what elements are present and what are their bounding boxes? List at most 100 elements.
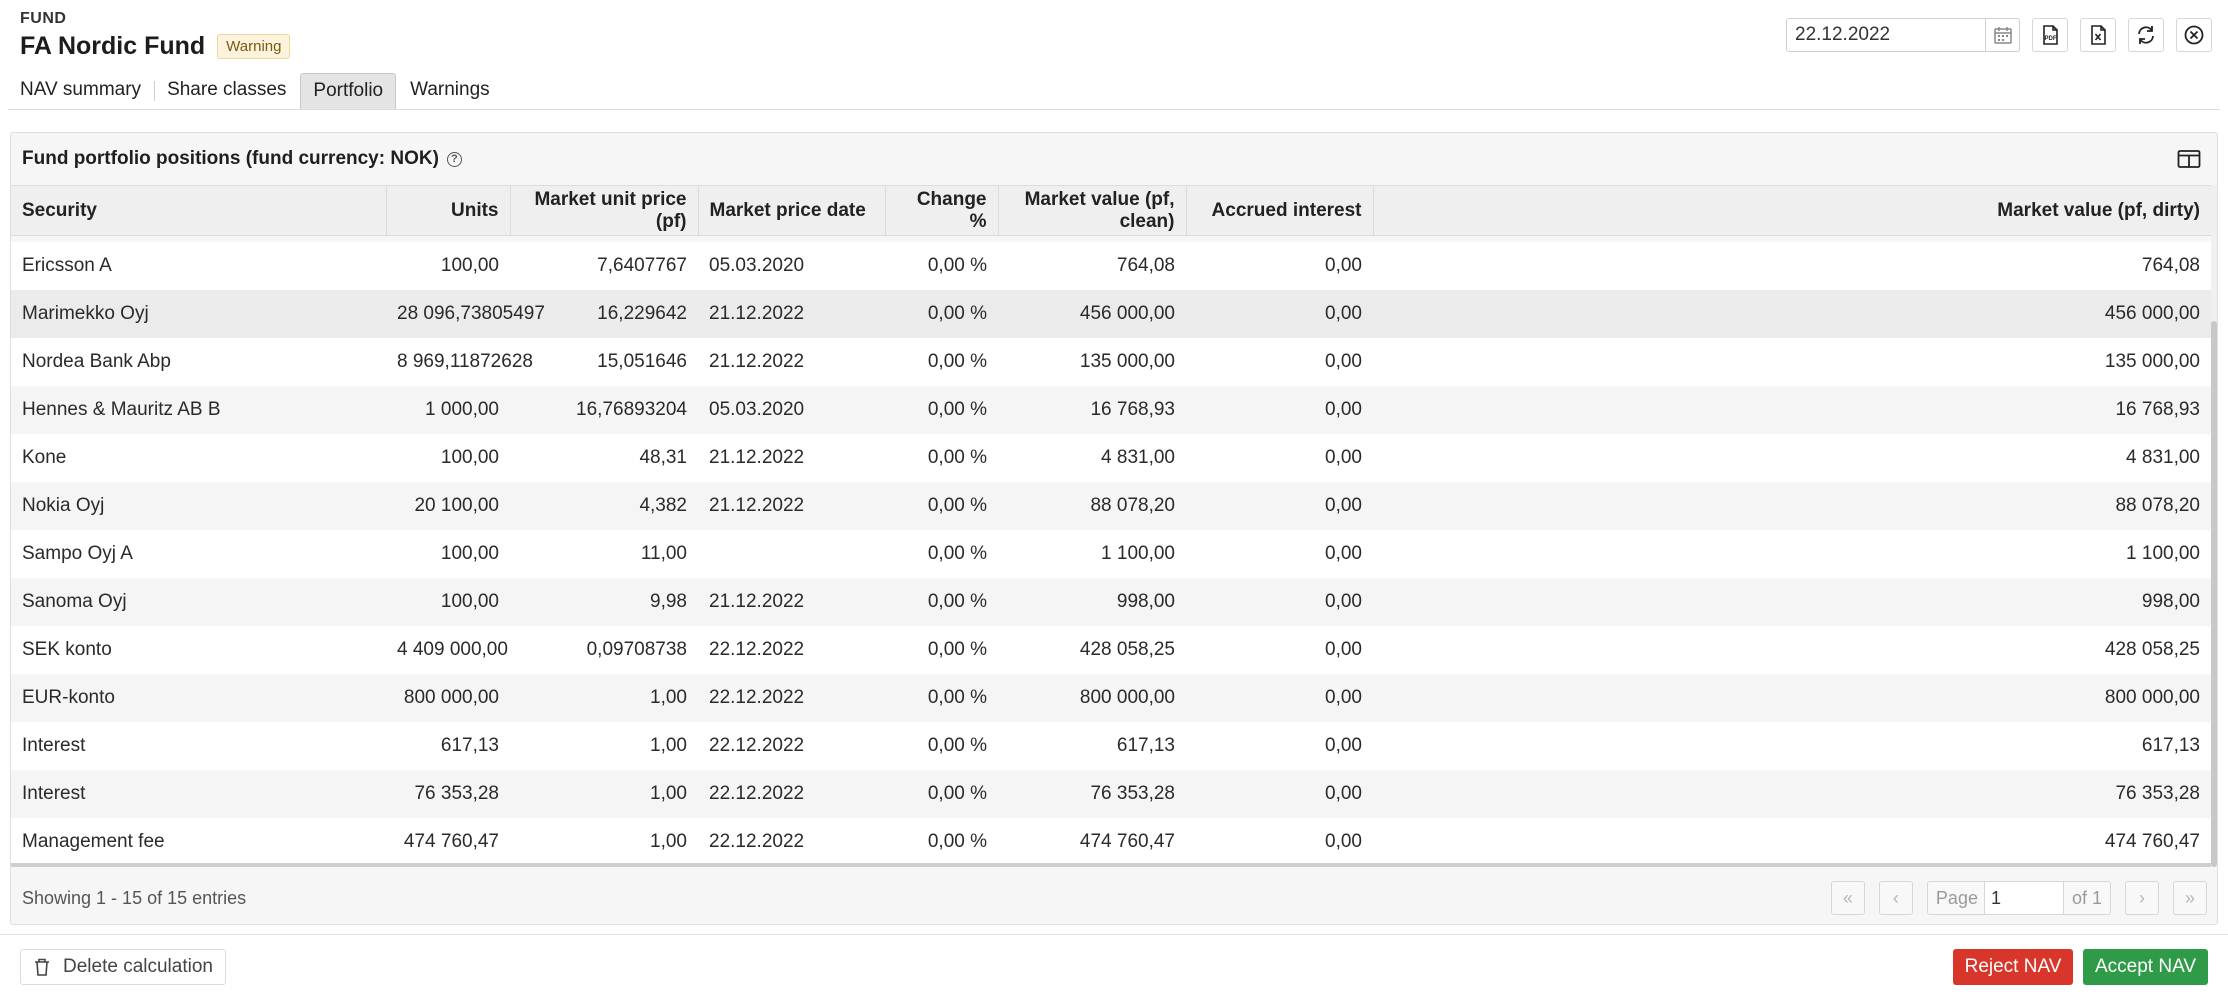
fund-header: FUND FA Nordic Fund Warning bbox=[20, 10, 291, 61]
cell-change-pct: 0,00 % bbox=[885, 577, 998, 626]
cell-market-value-dirty: 474 760,47 bbox=[1373, 817, 2211, 863]
cell-accrued-interest: 0,00 bbox=[1186, 433, 1373, 482]
cell-security: Nokia Oyj bbox=[11, 481, 386, 530]
tab-portfolio[interactable]: Portfolio bbox=[300, 73, 397, 109]
page-title: FA Nordic Fund bbox=[20, 32, 206, 60]
page-input[interactable]: 1 bbox=[1983, 882, 2064, 914]
table-footer: Showing 1 - 15 of 15 entries « ‹ Page 1 … bbox=[11, 871, 2217, 925]
cell-market-unit-price: 1,00 bbox=[510, 817, 698, 863]
table-row[interactable]: Sampo Oyj A 100,00 11,00 0,00 % 1 100,00 0,00… bbox=[11, 529, 2211, 578]
help-icon[interactable]: ? bbox=[446, 151, 462, 167]
cell-market-value-dirty: 76 353,28 bbox=[1373, 769, 2211, 818]
pdf-export-icon[interactable]: PDF bbox=[2032, 18, 2068, 52]
cell-market-price-date: 21.12.2022 bbox=[698, 481, 885, 530]
cell-market-value-dirty: 800 000,00 bbox=[1373, 673, 2211, 722]
table-row[interactable]: SEK konto 4 409 000,00 0,09708738 22.12.202… bbox=[11, 625, 2211, 674]
column-header-market-value-clean[interactable]: Market value (pf, clean) bbox=[998, 185, 1187, 236]
tab-share-classes[interactable]: Share classes bbox=[167, 79, 287, 100]
delete-calculation-button[interactable]: Delete calculation bbox=[20, 949, 226, 985]
cell-market-value-clean: 617,13 bbox=[998, 721, 1186, 770]
cell-market-unit-price: 16,76893204 bbox=[510, 385, 698, 434]
accept-nav-button[interactable]: Accept NAV bbox=[2083, 949, 2208, 985]
entries-count: Showing 1 - 15 of 15 entries bbox=[22, 887, 247, 908]
vertical-scrollbar[interactable] bbox=[2211, 185, 2217, 867]
cell-market-value-dirty: 16 768,93 bbox=[1373, 385, 2211, 434]
cell-market-value-clean: 800 000,00 bbox=[998, 673, 1186, 722]
panel-header: Fund portfolio positions (fund currency:… bbox=[11, 133, 2217, 185]
column-header-market-unit-price[interactable]: Market unit price (pf) bbox=[510, 185, 699, 236]
excel-export-icon[interactable] bbox=[2080, 18, 2116, 52]
last-page-icon[interactable]: » bbox=[2173, 881, 2207, 915]
next-page-icon[interactable]: › bbox=[2125, 881, 2159, 915]
positions-table-container: Security Units Market unit price (pf) Ma… bbox=[11, 185, 2211, 867]
cell-market-unit-price: 1,00 bbox=[510, 673, 698, 722]
cell-security: Interest bbox=[11, 721, 386, 770]
table-header-row: Security Units Market unit price (pf) Ma… bbox=[11, 185, 2211, 236]
cell-units: 617,13 bbox=[386, 721, 510, 770]
table-row[interactable]: Interest 76 353,28 1,00 22.12.2022 0,00 % 76 … bbox=[11, 769, 2211, 818]
refresh-icon[interactable] bbox=[2128, 18, 2164, 52]
cell-accrued-interest: 0,00 bbox=[1186, 481, 1373, 530]
calendar-icon[interactable] bbox=[1985, 19, 2019, 51]
table-row[interactable]: Nokia Oyj 20 100,00 4,382 21.12.2022 0,00 % 8… bbox=[11, 481, 2211, 530]
cell-change-pct: 0,00 % bbox=[885, 817, 998, 863]
cell-market-value-dirty: 456 000,00 bbox=[1373, 289, 2211, 338]
date-value[interactable]: 22.12.2022 bbox=[1795, 24, 1891, 45]
cell-security: SEK konto bbox=[11, 625, 386, 674]
close-icon[interactable] bbox=[2176, 18, 2212, 52]
cell-units: 100,00 bbox=[386, 433, 510, 482]
cell-security: Ericsson A bbox=[11, 241, 386, 290]
cell-market-unit-price: 1,00 bbox=[510, 721, 698, 770]
scrollbar-thumb[interactable] bbox=[2211, 321, 2217, 867]
cell-market-price-date: 21.12.2022 bbox=[698, 289, 885, 338]
cell-units: 4 409 000,00 bbox=[386, 625, 510, 674]
cell-market-value-clean: 764,08 bbox=[998, 241, 1186, 290]
date-field[interactable]: 22.12.2022 bbox=[1786, 18, 2020, 52]
cell-market-value-clean: 456 000,00 bbox=[998, 289, 1186, 338]
tab-warnings[interactable]: Warnings bbox=[410, 79, 490, 100]
cell-change-pct: 0,00 % bbox=[885, 433, 998, 482]
cell-change-pct: 0,00 % bbox=[885, 529, 998, 578]
cell-market-unit-price: 9,98 bbox=[510, 577, 698, 626]
first-page-icon[interactable]: « bbox=[1830, 881, 1865, 915]
tab-nav-summary[interactable]: NAV summary bbox=[8, 73, 156, 109]
portfolio-panel: Fund portfolio positions (fund currency:… bbox=[10, 132, 2218, 925]
table-row[interactable]: EUR-konto 800 000,00 1,00 22.12.2022 0,00 % 8… bbox=[11, 673, 2211, 722]
column-layout-icon[interactable] bbox=[2177, 149, 2201, 169]
cell-units: 100,00 bbox=[386, 577, 510, 626]
cell-accrued-interest: 0,00 bbox=[1186, 337, 1373, 386]
column-header-market-price-date[interactable]: Market price date bbox=[698, 185, 886, 236]
table-row[interactable]: Sanoma Oyj 100,00 9,98 21.12.2022 0,00 % 998,… bbox=[11, 577, 2211, 626]
table-row[interactable]: Marimekko Oyj 28 096,73805497 16,229642 21.… bbox=[11, 289, 2211, 338]
table-body: Ericsson A 100,00 7,6407767 05.03.2020 0,00 … bbox=[11, 235, 2211, 863]
table-row[interactable]: Ericsson A 100,00 7,6407767 05.03.2020 0,00 … bbox=[11, 241, 2211, 290]
column-header-market-value-dirty[interactable]: Market value (pf, dirty) bbox=[1373, 185, 2211, 236]
cell-market-value-clean: 1 100,00 bbox=[998, 529, 1186, 578]
cell-units: 1 000,00 bbox=[386, 385, 510, 434]
pagination: « ‹ Page 1 of 1 › » bbox=[1817, 881, 2207, 915]
delete-calculation-label: Delete calculation bbox=[63, 956, 213, 977]
prev-page-icon[interactable]: ‹ bbox=[1878, 881, 1913, 915]
table-row[interactable]: Kone 100,00 48,31 21.12.2022 0,00 % 4 831,00 0… bbox=[11, 433, 2211, 482]
cell-market-unit-price: 11,00 bbox=[510, 529, 698, 578]
column-header-change-pct[interactable]: Change % bbox=[885, 185, 999, 236]
cell-market-price-date: 22.12.2022 bbox=[698, 769, 885, 818]
table-row[interactable]: Interest 617,13 1,00 22.12.2022 0,00 % 617,13… bbox=[11, 721, 2211, 770]
column-header-units[interactable]: Units bbox=[386, 185, 511, 236]
reject-nav-button[interactable]: Reject NAV bbox=[1953, 949, 2073, 985]
tab-bar: NAV summary Share classes Portfolio Warn… bbox=[8, 70, 2220, 110]
cell-market-price-date: 22.12.2022 bbox=[698, 625, 885, 674]
trash-icon bbox=[35, 958, 49, 976]
table-row[interactable]: Management fee 474 760,47 1,00 22.12.2022 0,… bbox=[11, 817, 2211, 863]
cell-security: Management fee bbox=[11, 817, 386, 863]
cell-accrued-interest: 0,00 bbox=[1186, 289, 1373, 338]
cell-accrued-interest: 0,00 bbox=[1186, 385, 1373, 434]
column-header-security[interactable]: Security bbox=[11, 185, 387, 236]
cell-units: 28 096,73805497 bbox=[386, 289, 545, 338]
table-row[interactable]: Nordea Bank Abp 8 969,11872628 15,051646 21… bbox=[11, 337, 2211, 386]
panel-title: Fund portfolio positions (fund currency:… bbox=[22, 148, 439, 169]
cell-market-price-date: 05.03.2020 bbox=[698, 385, 885, 434]
column-header-accrued-interest[interactable]: Accrued interest bbox=[1186, 185, 1374, 236]
cell-market-value-clean: 135 000,00 bbox=[998, 337, 1186, 386]
